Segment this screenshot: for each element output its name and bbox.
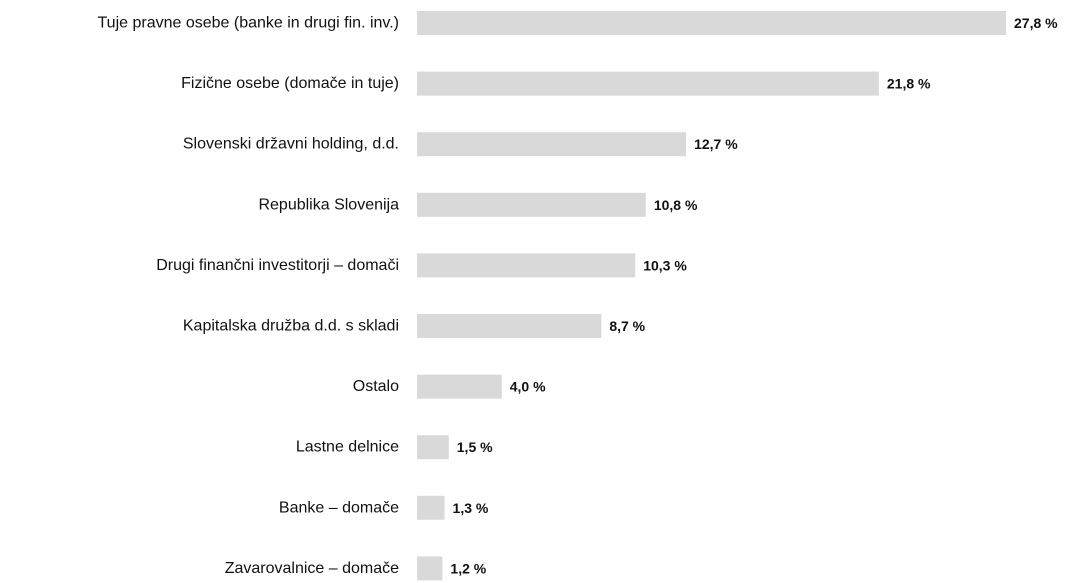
value-label: 10,3 % — [643, 257, 687, 273]
bar — [417, 71, 879, 96]
bar — [417, 495, 445, 520]
category-label: Kapitalska družba d.d. s skladi — [183, 318, 399, 335]
bar — [417, 374, 502, 399]
category-label: Fizične osebe (domače in tuje) — [181, 75, 399, 92]
category-label: Banke – domače — [279, 499, 399, 516]
bar — [417, 556, 443, 581]
bar — [417, 11, 1006, 35]
value-label: 27,8 % — [1014, 15, 1058, 31]
bar — [417, 253, 636, 278]
value-label: 1,3 % — [453, 500, 489, 516]
bar — [417, 314, 602, 338]
value-label: 10,8 % — [654, 197, 698, 213]
bar — [417, 192, 646, 217]
category-label: Republika Slovenija — [258, 196, 399, 213]
value-label: 1,5 % — [457, 439, 493, 455]
category-label: Lastne delnice — [296, 439, 399, 456]
bar — [417, 435, 449, 460]
category-label: Slovenski državni holding, d.d. — [183, 136, 399, 153]
bar — [417, 132, 687, 157]
category-label: Zavarovalnice – domače — [225, 560, 399, 577]
value-label: 21,8 % — [887, 76, 931, 92]
value-label: 12,7 % — [694, 136, 738, 152]
value-label: 4,0 % — [510, 379, 546, 395]
category-label: Drugi finančni investitorji – domači — [156, 257, 399, 274]
category-label: Tuje pravne osebe (banke in drugi fin. i… — [98, 15, 400, 32]
value-label: 1,2 % — [450, 560, 486, 576]
value-label: 8,7 % — [609, 318, 645, 334]
category-label: Ostalo — [353, 378, 399, 395]
